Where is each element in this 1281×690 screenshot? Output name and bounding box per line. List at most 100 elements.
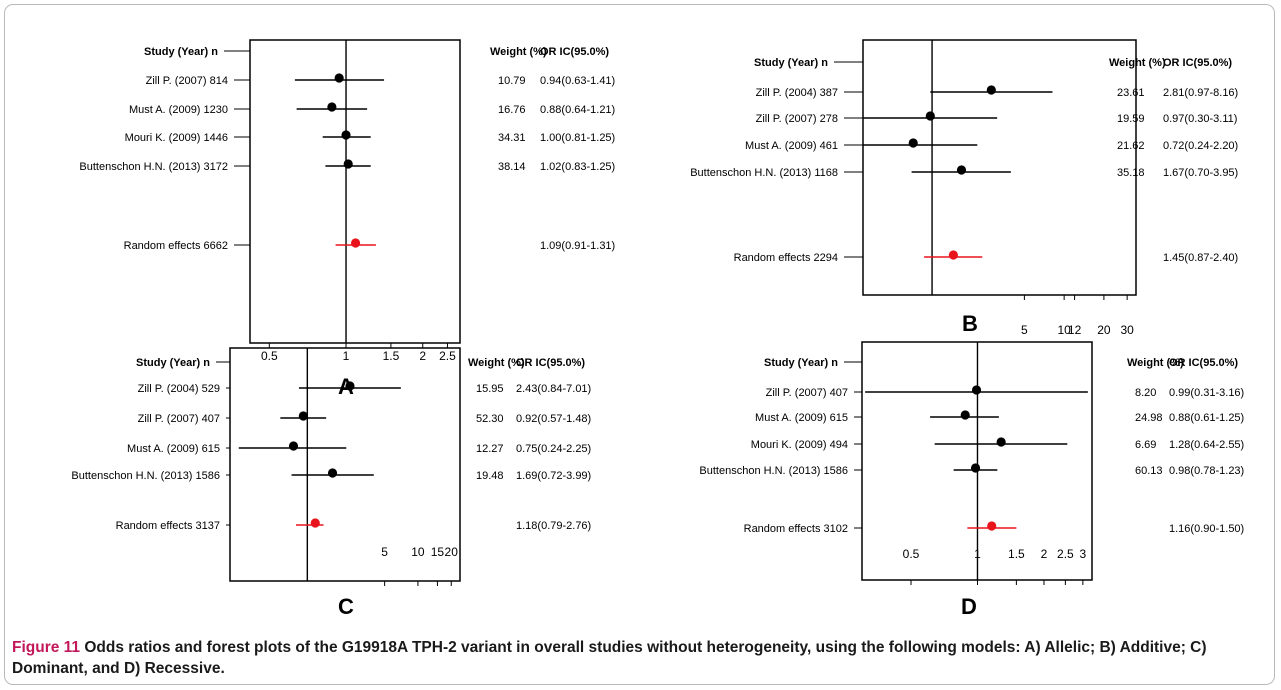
panel-d-study-4-weight: 60.13: [1135, 465, 1163, 477]
panel-d-xtick-label-1: 0.5: [903, 547, 920, 561]
panel-b-study-3-point: [908, 138, 918, 148]
panel-c-study-4-or-ci: 1.69(0.72-3.99): [516, 470, 591, 482]
panel-b-plot-frame: [862, 39, 1137, 296]
panel-c-study-4-label: Buttenschon H.N. (2013) 1586: [71, 470, 220, 482]
panel-a-study-1-point: [334, 73, 344, 83]
panel-b-letter: B: [962, 311, 978, 336]
panel-a-header-weight: Weight (%): [490, 46, 547, 58]
panel-b-study-1-weight: 23.61: [1117, 87, 1145, 99]
panel-b-study-4-or-ci: 1.67(0.70-3.95): [1163, 167, 1238, 179]
panel-d-xtick-label-6: 3: [1080, 547, 1087, 561]
panel-d-study-1-weight: 8.20: [1135, 387, 1156, 399]
panel-c-summary-point: [310, 518, 320, 528]
panel-d-study-4-or-ci: 0.98(0.78-1.23): [1169, 465, 1244, 477]
panel-c-xtick-label-4: 20: [445, 545, 459, 559]
panel-c-letter: C: [338, 594, 354, 619]
panel-a-summary-label: Random effects 6662: [124, 240, 228, 252]
panel-c-study-1-weight: 15.95: [476, 383, 504, 395]
panel-c-header-study: Study (Year) n: [136, 357, 210, 369]
panel-d-xtick-label-5: 2.5: [1057, 547, 1074, 561]
panel-a-plot-frame: [249, 39, 461, 344]
panel-b-summary-label: Random effects 2294: [734, 252, 838, 264]
panel-b-study-4-point: [956, 165, 967, 175]
panel-a-study-1-or-ci: 0.94(0.63-1.41): [540, 75, 615, 87]
panel-d-study-3-label: Mouri K. (2009) 494: [751, 439, 848, 451]
panel-a-study-2-or-ci: 0.88(0.64-1.21): [540, 104, 615, 116]
panel-b-study-2-point: [925, 111, 935, 121]
panel-d-study-4-point: [970, 463, 981, 473]
panel-a-study-2-weight: 16.76: [498, 104, 526, 116]
panel-a-study-4-label: Buttenschon H.N. (2013) 3172: [79, 161, 228, 173]
panel-b-study-3-or-ci: 0.72(0.24-2.20): [1163, 140, 1238, 152]
panel-d-xtick-label-2: 1: [974, 547, 981, 561]
panel-c-study-4-point: [327, 468, 338, 478]
panel-c-summary-or-ci: 1.18(0.79-2.76): [516, 520, 591, 532]
figure-caption: Figure 11 Odds ratios and forest plots o…: [12, 637, 1267, 679]
panel-d-header-study: Study (Year) n: [764, 357, 838, 369]
panel-a-study-1-label: Zill P. (2007) 814: [146, 75, 228, 87]
panel-d-summary-label: Random effects 3102: [744, 523, 848, 535]
panel-a-study-3-or-ci: 1.00(0.81-1.25): [540, 132, 615, 144]
panel-a-study-3-weight: 34.31: [498, 132, 526, 144]
panel-d-study-2-label: Must A. (2009) 615: [755, 412, 848, 424]
panel-a-summary-or-ci: 1.09(0.91-1.31): [540, 240, 615, 252]
panel-c-study-3-label: Must A. (2009) 615: [127, 443, 220, 455]
panel-b-study-2-or-ci: 0.97(0.30-3.11): [1163, 113, 1237, 125]
panel-b-study-1-or-ci: 2.81(0.97-8.16): [1163, 87, 1238, 99]
panel-c-study-1-or-ci: 2.43(0.84-7.01): [516, 383, 591, 395]
panel-d-study-3-weight: 6.69: [1135, 439, 1156, 451]
panel-d-study-2-or-ci: 0.88(0.61-1.25): [1169, 412, 1244, 424]
figure-label: Figure 11: [12, 639, 81, 656]
panel-d-study-1-label: Zill P. (2007) 407: [766, 387, 848, 399]
panel-b-study-4-weight: 35.18: [1117, 167, 1145, 179]
panel-c-header-weight: Weight (%): [468, 357, 525, 369]
panel-d-header-weight: Weight (%): [1127, 357, 1184, 369]
figure-caption-text: Odds ratios and forest plots of the G199…: [12, 639, 1207, 677]
panel-d-summary-or-ci: 1.16(0.90-1.50): [1169, 523, 1244, 535]
panel-b-header-or: OR IC(95.0%): [1163, 57, 1232, 69]
panel-b-study-1-label: Zill P. (2004) 387: [756, 87, 838, 99]
panel-d-xtick-label-3: 1.5: [1008, 547, 1025, 561]
panel-d-study-3-or-ci: 1.28(0.64-2.55): [1169, 439, 1244, 451]
panel-c-plot-frame: [229, 347, 461, 582]
panel-d-xtick-label-4: 2: [1041, 547, 1048, 561]
panel-b-study-1-point: [986, 85, 996, 95]
panel-a-header-study: Study (Year) n: [144, 46, 218, 58]
panel-a-study-2-point: [327, 102, 337, 112]
panel-b-header-study: Study (Year) n: [754, 57, 828, 69]
panel-c-study-4-weight: 19.48: [476, 470, 504, 482]
panel-b-summary-point: [948, 250, 958, 260]
panel-d-study-4-label: Buttenschon H.N. (2013) 1586: [699, 465, 848, 477]
panel-b-study-4-label: Buttenschon H.N. (2013) 1168: [690, 167, 838, 179]
panel-d-study-2-weight: 24.98: [1135, 412, 1163, 424]
panel-a-study-3-label: Mouri K. (2009) 1446: [125, 132, 228, 144]
figure-frame: [4, 4, 1275, 685]
panel-b-xtick-label-3: 12: [1068, 323, 1082, 337]
panel-b-xtick-label-5: 30: [1120, 323, 1134, 337]
panel-d-header-or: OR IC(95.0%): [1169, 357, 1238, 369]
panel-a-xtick-label-3: 1.5: [383, 349, 400, 363]
panel-b-xtick-label-2: 10: [1057, 323, 1071, 337]
panel-c-study-2-or-ci: 0.92(0.57-1.48): [516, 413, 591, 425]
panel-d-study-1-point: [971, 385, 982, 395]
panel-c-xtick-label-1: 5: [381, 545, 388, 559]
panel-d-study-2-point: [960, 410, 970, 420]
panel-c-study-2-point: [298, 411, 308, 421]
panel-d-study-3-point: [996, 437, 1006, 447]
panel-c-xtick-label-2: 10: [411, 545, 425, 559]
panel-b-study-2-label: Zill P. (2007) 278: [756, 113, 838, 125]
panel-c-header-or: OR IC(95.0%): [516, 357, 585, 369]
panel-c-study-3-point: [288, 441, 299, 451]
panel-d-summary-point: [987, 521, 997, 531]
panel-a-study-2-label: Must A. (2009) 1230: [129, 104, 228, 116]
panel-c-summary-label: Random effects 3137: [116, 520, 220, 532]
panel-a-study-3-point: [341, 130, 351, 140]
panel-a-xtick-label-4: 2: [419, 349, 426, 363]
panel-a-xtick-label-1: 0.5: [261, 349, 278, 363]
panel-c-study-2-label: Zill P. (2007) 407: [138, 413, 220, 425]
panel-a-study-4-weight: 38.14: [498, 161, 526, 173]
panel-b-xtick-label-1: 5: [1021, 323, 1028, 337]
panel-a-study-1-weight: 10.79: [498, 75, 526, 87]
panel-b-summary-or-ci: 1.45(0.87-2.40): [1163, 252, 1238, 264]
panel-a-study-4-or-ci: 1.02(0.83-1.25): [540, 161, 615, 173]
